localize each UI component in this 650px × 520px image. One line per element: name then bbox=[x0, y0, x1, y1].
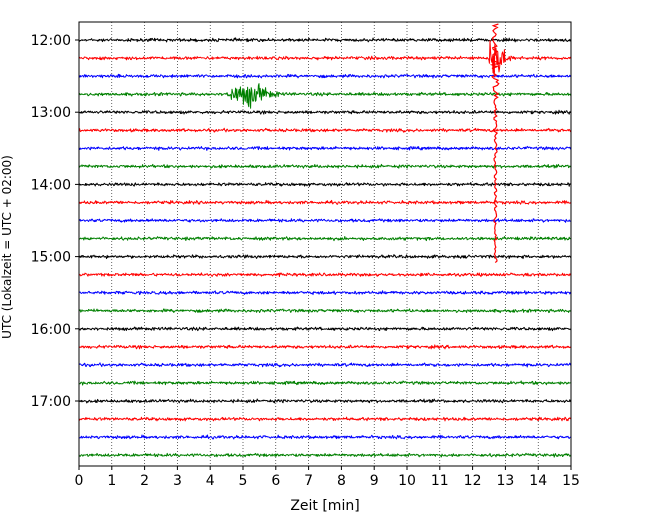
x-tick-label: 4 bbox=[206, 473, 215, 489]
x-tick-label: 2 bbox=[140, 473, 149, 489]
seismogram-trace bbox=[78, 308, 572, 314]
x-tick-label: 0 bbox=[75, 473, 84, 489]
x-tick-label: 7 bbox=[304, 473, 313, 489]
seismogram-trace bbox=[78, 182, 572, 187]
x-tick-label: 14 bbox=[529, 473, 547, 489]
grid-lines bbox=[111, 22, 539, 466]
seismogram-trace bbox=[78, 127, 572, 133]
y-tick-label: 16:00 bbox=[31, 322, 71, 338]
seismogram-trace bbox=[79, 326, 572, 332]
seismogram-trace bbox=[78, 37, 572, 43]
event-waveform bbox=[489, 23, 502, 264]
y-tick-label: 17:00 bbox=[31, 394, 71, 410]
seismogram-trace bbox=[78, 145, 572, 151]
x-tick-label: 12 bbox=[464, 473, 482, 489]
x-tick-label: 11 bbox=[431, 473, 449, 489]
seismogram-trace bbox=[78, 344, 572, 350]
seismogram-trace bbox=[78, 199, 572, 205]
x-tick-label: 6 bbox=[271, 473, 280, 489]
y-axis-ticks: 12:00 13:00 14:00 15:00 16:00 17:00 bbox=[31, 33, 79, 410]
seismogram-trace bbox=[78, 83, 572, 109]
y-tick-label: 12:00 bbox=[31, 33, 71, 49]
y-tick-label: 14:00 bbox=[31, 177, 71, 193]
x-axis-ticks: 0 1 2 3 4 5 6 7 8 9 10 11 12 13 14 15 bbox=[75, 466, 580, 489]
seismogram-trace bbox=[78, 40, 572, 77]
seismogram-trace bbox=[78, 236, 572, 242]
y-tick-label: 15:00 bbox=[31, 250, 71, 266]
seismogram-trace bbox=[78, 163, 572, 169]
y-tick-label: 13:00 bbox=[31, 105, 71, 121]
x-tick-label: 1 bbox=[107, 473, 116, 489]
seismogram-trace bbox=[78, 362, 572, 368]
seismogram-trace bbox=[78, 434, 572, 440]
seismogram-trace bbox=[78, 416, 572, 422]
x-tick-label: 3 bbox=[173, 473, 182, 489]
seismogram-trace bbox=[78, 398, 572, 404]
x-tick-label: 10 bbox=[398, 473, 416, 489]
seismogram-trace bbox=[78, 218, 572, 223]
seismogram-traces bbox=[78, 23, 572, 458]
plot-frame bbox=[78, 21, 572, 467]
x-tick-label: 8 bbox=[337, 473, 346, 489]
x-tick-label: 13 bbox=[496, 473, 514, 489]
seismogram-trace bbox=[78, 109, 572, 115]
seismogram-trace bbox=[78, 452, 572, 458]
seismogram-trace bbox=[78, 290, 572, 296]
seismogram-trace bbox=[78, 254, 572, 260]
seismogram-trace bbox=[78, 380, 572, 386]
x-tick-label: 5 bbox=[239, 473, 248, 489]
x-tick-label: 15 bbox=[562, 473, 580, 489]
seismogram-trace bbox=[78, 272, 572, 278]
y-axis-label: UTC (Lokalzeit = UTC + 02:00) bbox=[0, 155, 14, 339]
x-axis-label: Zeit [min] bbox=[290, 498, 359, 514]
seismogram-trace bbox=[78, 73, 572, 79]
x-tick-label: 9 bbox=[370, 473, 379, 489]
